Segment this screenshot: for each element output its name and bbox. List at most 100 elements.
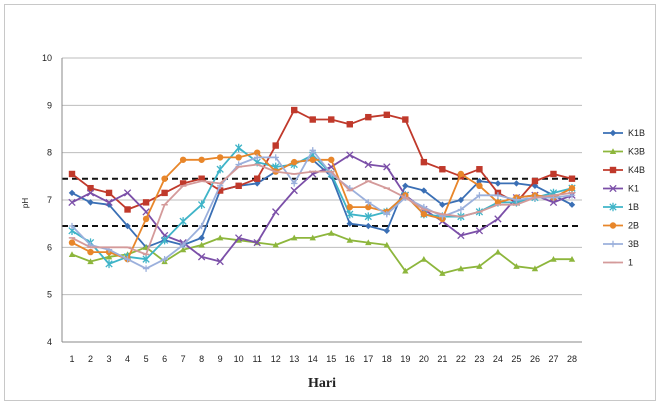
data-point bbox=[309, 156, 316, 163]
data-point bbox=[105, 253, 113, 260]
data-point bbox=[179, 156, 187, 163]
data-point bbox=[609, 184, 617, 193]
data-point bbox=[457, 206, 465, 213]
data-point bbox=[346, 237, 353, 243]
data-point bbox=[365, 222, 372, 230]
legend-item: 1 bbox=[603, 258, 633, 268]
data-point bbox=[531, 177, 539, 185]
data-point bbox=[123, 189, 132, 197]
data-point bbox=[86, 189, 95, 197]
x-tick-label: 14 bbox=[308, 354, 318, 364]
data-point bbox=[272, 208, 280, 216]
data-point bbox=[309, 147, 316, 154]
data-point bbox=[476, 182, 483, 189]
data-point bbox=[550, 255, 557, 262]
data-point bbox=[383, 241, 391, 248]
x-tick-label: 7 bbox=[181, 354, 186, 364]
data-point bbox=[549, 198, 558, 207]
data-point bbox=[198, 222, 205, 230]
data-point bbox=[420, 255, 428, 262]
data-point bbox=[253, 149, 261, 156]
x-tick-label: 6 bbox=[162, 354, 167, 364]
data-point bbox=[420, 158, 428, 166]
data-point bbox=[439, 166, 446, 173]
x-tick-label: 21 bbox=[437, 354, 447, 364]
y-axis-title: pH bbox=[21, 198, 30, 208]
data-point bbox=[494, 180, 502, 187]
data-point bbox=[328, 156, 335, 163]
legend-item: K3B bbox=[603, 147, 645, 157]
data-point bbox=[68, 222, 76, 230]
x-tick-label: 10 bbox=[234, 354, 244, 364]
x-tick-label: 23 bbox=[474, 354, 484, 364]
data-point bbox=[87, 258, 94, 265]
data-point bbox=[272, 241, 279, 248]
x-tick-label: 1 bbox=[69, 354, 74, 364]
data-point bbox=[383, 211, 391, 218]
legend: K1B K3B K4B K1 1B 2B 3B 1 bbox=[603, 128, 645, 268]
data-point bbox=[531, 182, 539, 189]
x-tick-label: 20 bbox=[419, 354, 429, 364]
data-point bbox=[142, 265, 150, 272]
data-point bbox=[513, 263, 520, 269]
x-tick-label: 19 bbox=[400, 354, 410, 364]
data-point bbox=[568, 184, 576, 192]
data-point bbox=[457, 265, 465, 272]
data-point bbox=[420, 211, 428, 218]
x-tick-label: 26 bbox=[530, 354, 540, 364]
data-point bbox=[365, 203, 372, 211]
data-point bbox=[161, 255, 168, 263]
series-group bbox=[68, 106, 576, 276]
data-point bbox=[290, 186, 298, 195]
data-point bbox=[494, 215, 502, 223]
data-point bbox=[87, 184, 94, 192]
legend-label: K3B bbox=[628, 147, 645, 157]
data-point bbox=[476, 192, 483, 199]
data-point bbox=[105, 198, 113, 207]
legend-label: K1B bbox=[628, 128, 645, 138]
data-point bbox=[87, 199, 94, 206]
x-tick-label: 25 bbox=[511, 354, 521, 364]
data-point bbox=[235, 182, 242, 189]
series-line bbox=[71, 151, 573, 261]
data-point bbox=[179, 241, 187, 249]
data-point bbox=[439, 201, 446, 208]
data-point bbox=[235, 154, 242, 161]
x-tick-label: 13 bbox=[289, 354, 299, 364]
data-point bbox=[346, 220, 353, 227]
series-line bbox=[71, 232, 572, 275]
data-point bbox=[609, 240, 617, 248]
data-point bbox=[216, 187, 224, 194]
x-tick-label: 18 bbox=[382, 354, 392, 364]
data-point bbox=[253, 154, 261, 161]
x-tick-label: 8 bbox=[199, 354, 204, 364]
data-point bbox=[346, 203, 353, 211]
series-1 bbox=[68, 163, 576, 256]
data-point bbox=[609, 222, 617, 229]
series-line bbox=[71, 154, 573, 263]
data-point bbox=[365, 113, 372, 121]
data-point bbox=[568, 175, 576, 182]
y-tick-label: 7 bbox=[47, 195, 52, 205]
data-point bbox=[216, 165, 224, 174]
data-point bbox=[105, 259, 113, 269]
x-tick-label: 2 bbox=[88, 354, 93, 364]
data-point bbox=[105, 201, 113, 208]
legend-label: 1B bbox=[628, 202, 639, 212]
data-point bbox=[179, 246, 187, 253]
y-tick-label: 5 bbox=[47, 290, 52, 300]
legend-item: K1B bbox=[603, 128, 645, 138]
data-point bbox=[439, 270, 446, 276]
data-point bbox=[161, 175, 168, 182]
y-tick-label: 4 bbox=[47, 337, 52, 347]
data-point bbox=[476, 166, 483, 173]
data-point bbox=[291, 234, 298, 241]
data-point bbox=[457, 170, 465, 178]
data-point bbox=[216, 234, 224, 241]
legend-item: 3B bbox=[603, 239, 639, 249]
data-point bbox=[68, 189, 76, 197]
data-point bbox=[253, 175, 261, 182]
data-point bbox=[272, 154, 279, 161]
data-point bbox=[513, 196, 520, 204]
